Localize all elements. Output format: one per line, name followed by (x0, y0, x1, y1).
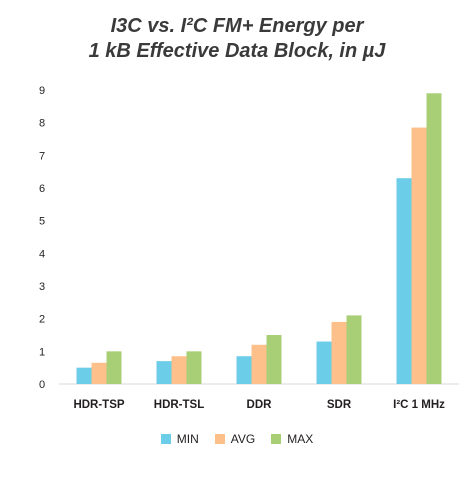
x-category-label: HDR-TSP (73, 399, 124, 411)
bar-min (76, 367, 92, 384)
chart-title: I3C vs. I²C FM+ Energy per 1 kB Effectiv… (0, 14, 474, 64)
y-tick-label: 8 (39, 118, 45, 130)
legend-swatch (160, 434, 171, 444)
legend-label: MAX (287, 432, 314, 446)
x-category-label: DDR (247, 399, 273, 411)
y-tick-label: 6 (39, 183, 45, 195)
y-tick-label: 5 (39, 216, 45, 228)
bar-max (346, 315, 362, 384)
bar-max (186, 351, 202, 384)
bar-avg (331, 321, 347, 384)
x-category-label: SDR (327, 399, 352, 411)
x-category-label: I²C 1 MHz (393, 399, 445, 411)
chart-title-line-1: I3C vs. I²C FM+ Energy per (110, 15, 364, 37)
legend-swatch (214, 434, 225, 444)
bar-min (396, 178, 412, 384)
bar-min (236, 356, 252, 384)
y-tick-label: 4 (39, 248, 45, 260)
bar-avg (91, 362, 107, 384)
legend-item-min: MIN (160, 432, 199, 446)
chart-title-line-2: 1 kB Effective Data Block, in µJ (88, 40, 386, 62)
bar-max (266, 335, 282, 384)
bar-avg (411, 127, 427, 385)
legend-label: AVG (230, 432, 256, 446)
y-tick-label: 9 (39, 85, 45, 97)
y-tick-label: 7 (39, 150, 45, 162)
y-tick-label: 2 (39, 314, 45, 326)
legend-swatch (271, 434, 282, 444)
bar-max (106, 351, 122, 384)
legend-item-max: MAX (271, 432, 313, 446)
bar-avg (171, 356, 187, 384)
y-tick-label: 0 (39, 379, 45, 391)
bar-min (156, 361, 172, 384)
x-category-label: HDR-TSL (154, 399, 204, 411)
bar-min (316, 341, 332, 384)
legend: MIN AVG MAX (0, 432, 474, 446)
legend-item-avg: AVG (214, 432, 256, 446)
y-tick-label: 1 (39, 346, 45, 358)
y-tick-label: 3 (39, 281, 45, 293)
legend-label: MIN (176, 432, 199, 446)
bar-max (426, 93, 442, 385)
bar-avg (251, 344, 267, 384)
